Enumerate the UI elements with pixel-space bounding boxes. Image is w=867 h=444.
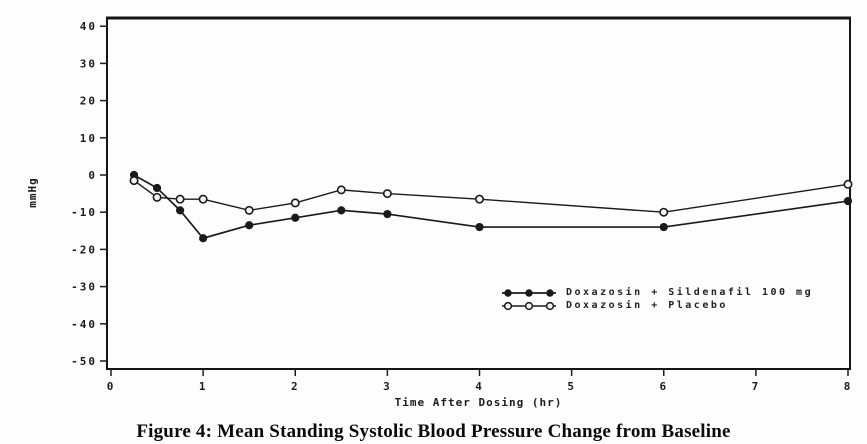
y-tick-label: 10 [80,132,97,145]
data-point [175,194,185,204]
data-point [152,192,162,202]
plot-svg: 40 30 20 10 0 -10 -20 -30 -40 -50 0 1 2 3 4 5 6 7 8 [71,16,853,393]
y-axis-label: mmHg [25,176,39,208]
data-point [843,196,853,206]
x-tick-label: 0 [107,380,116,393]
open-circle-line-icon [502,301,556,310]
data-point [152,183,162,193]
y-axis-label-wrap: mmHg [4,160,60,224]
data-point [843,179,853,189]
data-point [129,176,139,186]
x-tick-label: 2 [291,380,300,393]
data-point [336,185,346,195]
y-tick-label: 20 [80,95,97,108]
data-point [244,205,254,215]
y-tick-label: -20 [71,243,97,256]
x-tick-label: 8 [844,380,853,393]
legend-row-placebo: Doxazosin + Placebo [500,299,813,312]
x-tick-label: 4 [475,380,484,393]
data-point [474,194,484,204]
series-line-0 [133,174,849,240]
y-tick-label: 30 [80,57,97,70]
data-point [245,221,254,230]
data-point [659,207,669,217]
y-tick-label: -40 [71,318,97,331]
legend-row-sildenafil: Doxazosin + Sildenafil 100 mg [500,286,813,299]
data-point [659,222,668,232]
x-tick-label: 7 [752,380,761,393]
series-line-1 [133,180,849,213]
data-point [291,213,300,222]
data-point [382,189,392,199]
x-tick-label: 3 [383,380,392,393]
legend-label-placebo: Doxazosin + Placebo [566,300,728,311]
x-tick-label: 5 [567,380,576,393]
data-point [337,206,346,215]
y-tick-label: -30 [71,281,97,294]
x-tick-label: 1 [199,380,208,393]
y-tick-label: -50 [71,355,97,368]
plot-frame [106,17,851,370]
legend: Doxazosin + Sildenafil 100 mg Doxazosin … [500,286,813,312]
figure-caption: Figure 4: Mean Standing Systolic Blood P… [136,421,731,442]
data-point [198,194,208,204]
legend-label-sildenafil: Doxazosin + Sildenafil 100 mg [566,287,814,298]
data-point [383,209,392,219]
x-axis-label: Time After Dosing (hr) [394,396,563,409]
x-tick-label: 6 [659,380,668,393]
filled-circle-line-icon [502,288,556,297]
y-tick-label: -10 [71,206,97,219]
data-point [290,198,300,208]
y-tick-label: 40 [80,20,97,33]
y-tick-label: 0 [88,169,97,182]
data-point [175,206,185,215]
data-point [475,222,484,232]
data-point [199,234,208,243]
